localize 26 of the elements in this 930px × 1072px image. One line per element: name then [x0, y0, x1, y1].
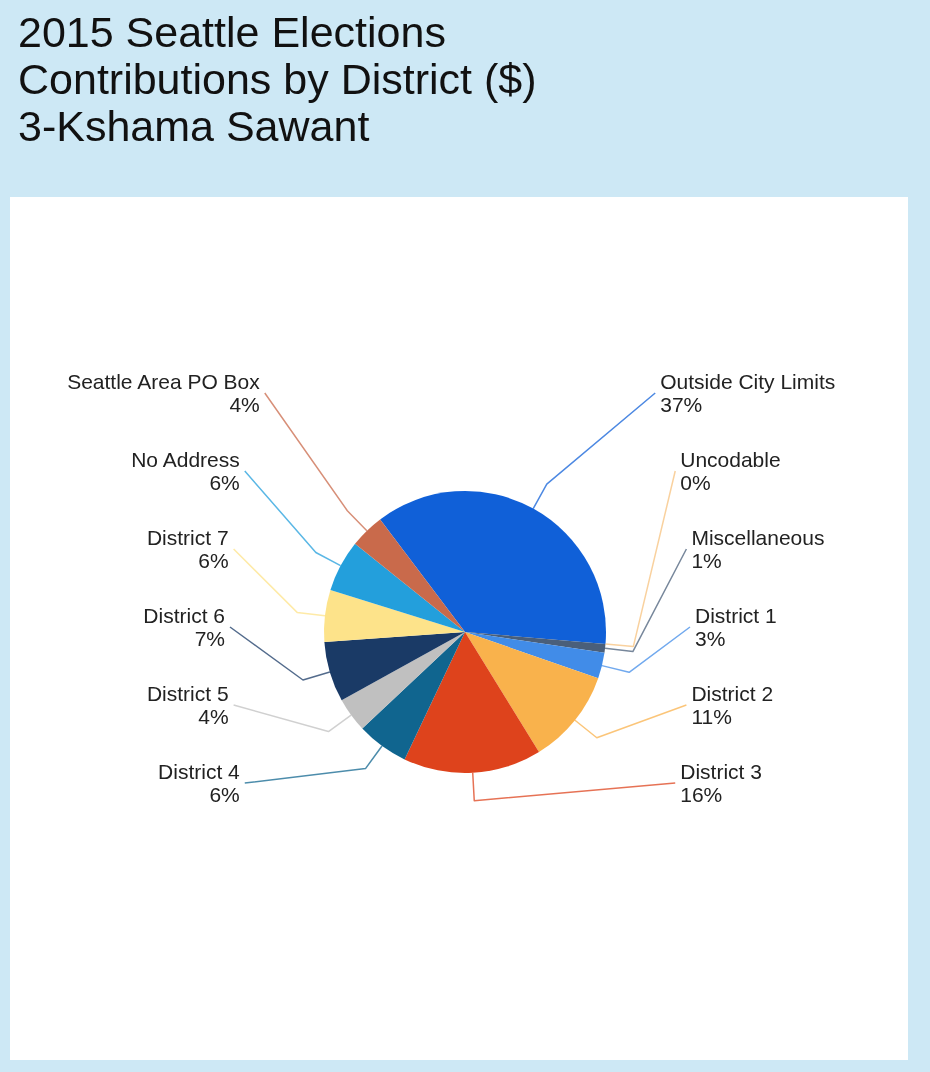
- data-label: 4%: [198, 705, 229, 728]
- slice-label: Miscellaneous: [691, 526, 825, 549]
- data-label: 11%: [691, 705, 732, 728]
- data-label: 6%: [209, 783, 240, 806]
- category-label: Uncodable: [680, 448, 781, 471]
- slice-label: District 4: [158, 760, 241, 783]
- chart-subtitle: 3-Kshama Sawant: [18, 102, 371, 150]
- slice-label: Seattle Area PO Box: [67, 370, 261, 393]
- data-label: 7%: [194, 627, 225, 650]
- slice-label: No Address: [131, 448, 240, 471]
- slice-label: District 1: [695, 604, 777, 627]
- slice-label: District 6: [143, 604, 225, 627]
- data-label: 1%: [691, 549, 722, 572]
- data-label: 6%: [198, 549, 229, 572]
- slice-label: District 2: [691, 682, 774, 705]
- data-label: 6%: [209, 471, 240, 494]
- data-label: 16%: [680, 783, 723, 806]
- slice-label: District 7: [146, 526, 229, 549]
- slice-label: District 5: [146, 682, 229, 705]
- chart-title: 2015 Seattle Elections Contributions by District ($): [18, 8, 537, 103]
- data-label: 37%: [660, 393, 703, 416]
- slice-label: District 3: [680, 760, 762, 783]
- data-label: 3%: [695, 627, 726, 650]
- text: 0%: [680, 471, 711, 494]
- data-label: 4%: [229, 393, 260, 416]
- slice-label: Outside City Limits: [660, 370, 836, 393]
